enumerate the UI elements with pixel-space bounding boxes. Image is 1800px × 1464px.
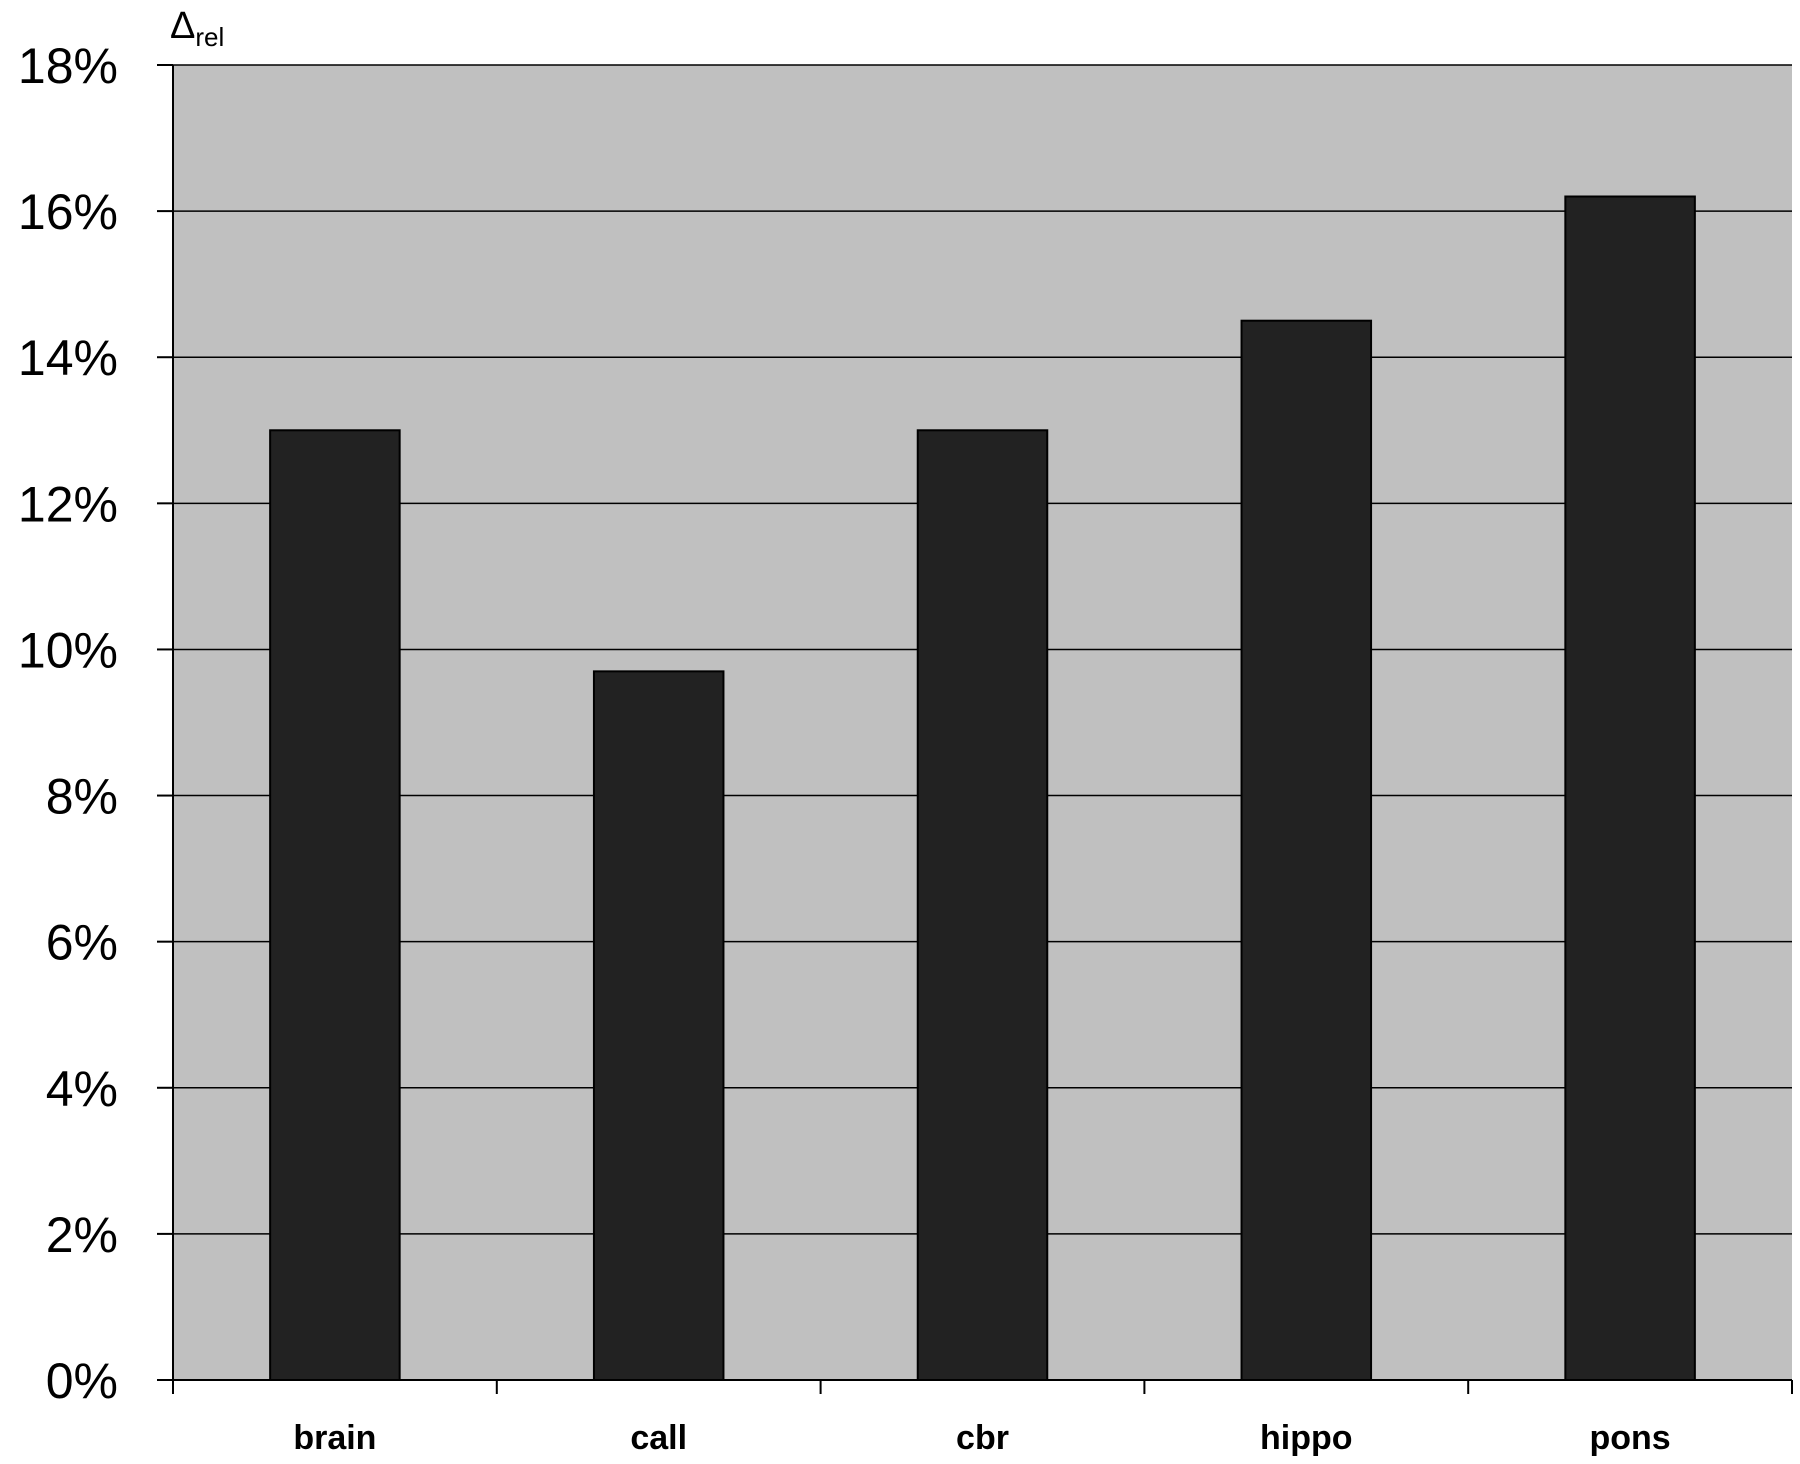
bar-hippo bbox=[1240, 319, 1373, 1381]
x-tick-label: hippo bbox=[1260, 1419, 1353, 1457]
bar-call bbox=[592, 670, 725, 1381]
y-tick-label: 14% bbox=[18, 330, 118, 386]
y-tick-label: 8% bbox=[46, 769, 118, 825]
y-tick-label: 16% bbox=[18, 184, 118, 240]
bar-pons bbox=[1564, 195, 1696, 1381]
y-tick-label: 12% bbox=[18, 476, 118, 532]
y-axis-label-subscript: rel bbox=[195, 22, 224, 52]
y-tick-label: 4% bbox=[46, 1061, 118, 1117]
x-tick-labels: brain call cbr hippo pons bbox=[293, 1419, 1670, 1457]
x-tick-label: pons bbox=[1589, 1419, 1670, 1457]
y-tick-label: 0% bbox=[46, 1353, 118, 1409]
bar-cbr bbox=[916, 429, 1049, 1381]
y-tick-label: 2% bbox=[46, 1207, 118, 1263]
y-tick-labels: 0% 2% 4% 6% 8% 10% 12% 14% 16% 18% bbox=[18, 38, 118, 1409]
y-tick-label: 10% bbox=[18, 622, 118, 678]
x-tick-label: cbr bbox=[956, 1419, 1009, 1457]
x-tick-label: call bbox=[630, 1419, 687, 1457]
y-tick-label: 6% bbox=[46, 915, 118, 971]
y-axis-label: Δrel bbox=[170, 5, 224, 52]
bar-brain bbox=[269, 429, 401, 1381]
y-tick-label: 18% bbox=[18, 38, 118, 94]
bars bbox=[269, 195, 1696, 1381]
axes bbox=[157, 64, 1793, 1394]
y-axis-label-symbol: Δ bbox=[170, 5, 195, 47]
x-tick-label: brain bbox=[293, 1419, 376, 1457]
